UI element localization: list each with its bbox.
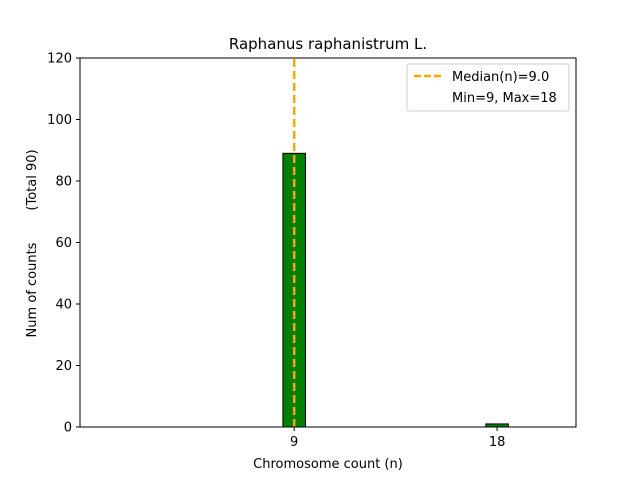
- y-tick-label-0: 0: [64, 421, 72, 436]
- y-tick-label-100: 100: [47, 113, 72, 128]
- y-tick-label-120: 120: [47, 52, 72, 67]
- x-tick-label-9: 9: [290, 435, 298, 450]
- y-tick-label-40: 40: [55, 298, 72, 313]
- y-tick-label-80: 80: [55, 175, 72, 190]
- legend-median-label: Median(n)=9.0: [452, 70, 549, 85]
- legend-frame: [406, 63, 570, 112]
- chart-title: Raphanus raphanistrum L.: [229, 35, 427, 53]
- legend: Median(n)=9.0 Min=9, Max=18: [406, 63, 570, 112]
- y-tick-label-60: 60: [55, 236, 72, 251]
- y-axis-total-label: (Total 90): [25, 149, 40, 210]
- x-axis-label: Chromosome count (n): [253, 457, 403, 472]
- y-tick-label-20: 20: [55, 359, 72, 374]
- plot-frame: [79, 57, 577, 428]
- legend-range-label: Min=9, Max=18: [452, 91, 557, 106]
- x-tick-label-18: 18: [489, 435, 506, 450]
- plot-area: 0 20 40 60 80 100 120 9 18: [47, 52, 577, 450]
- y-axis-label: Num of counts: [25, 242, 40, 337]
